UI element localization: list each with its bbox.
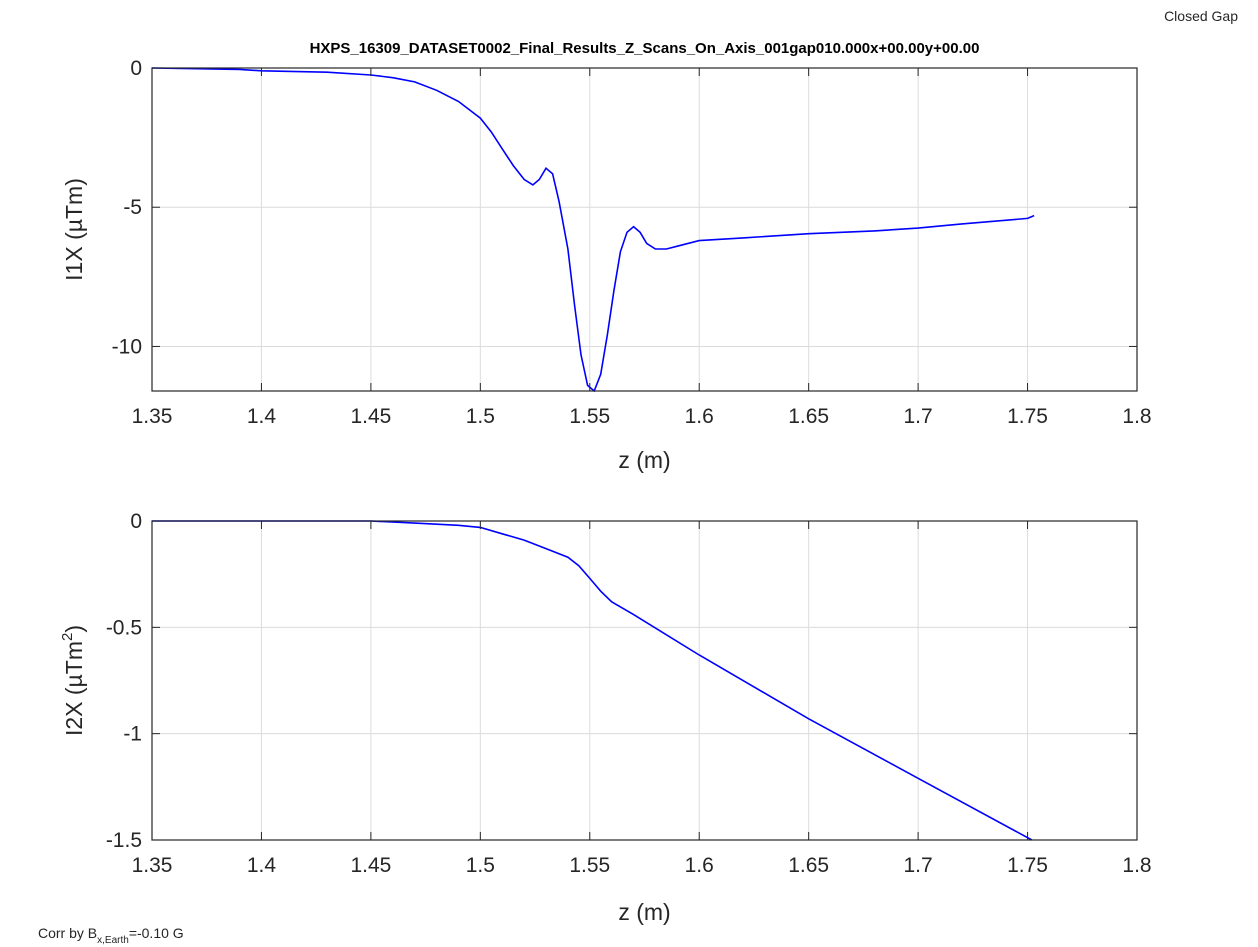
footnote: Corr by Bx,Earth=-0.10 G (38, 925, 184, 946)
y-tick-label: -0.5 (106, 616, 142, 639)
y-tick-label: 0 (130, 57, 142, 80)
x-tick-label: 1.35 (132, 405, 173, 428)
x-tick-label: 1.7 (904, 405, 933, 428)
x-tick-label: 1.8 (1122, 854, 1151, 877)
corner-label: Closed Gap (1164, 8, 1238, 24)
x-tick-label: 1.6 (685, 405, 714, 428)
x-tick-label: 1.4 (247, 405, 277, 428)
x-axis-label: z (m) (618, 899, 670, 925)
x-tick-label: 1.8 (1122, 405, 1151, 428)
plot-area (152, 521, 1137, 840)
x-tick-label: 1.75 (1007, 854, 1048, 877)
x-tick-label: 1.45 (350, 405, 391, 428)
x-tick-label: 1.55 (569, 854, 610, 877)
y-tick-label: -1.5 (106, 829, 142, 852)
footnote-prefix: Corr by B (38, 925, 97, 941)
x-tick-label: 1.5 (466, 405, 495, 428)
x-tick-label: 1.45 (350, 854, 391, 877)
plot-area (152, 68, 1137, 391)
axes-box (151, 520, 1138, 841)
x-tick-label: 1.7 (904, 854, 933, 877)
x-tick-label: 1.75 (1007, 405, 1048, 428)
y-axis-label: I2X (µTm2) (59, 625, 87, 736)
axes-box (151, 67, 1138, 392)
x-tick-label: 1.65 (788, 854, 829, 877)
top-chart: 1.35 1.4 1.45 1.5 1.55 1.6 1.65 1.7 1.75 1.8 0 -5 -1… (61, 40, 1152, 473)
y-tick-label: -5 (123, 196, 142, 219)
footnote-subscript: x,Earth (97, 935, 129, 946)
x-tick-label: 1.5 (466, 854, 495, 877)
series-line (152, 67, 1035, 392)
y-tick-label: -10 (112, 335, 142, 358)
x-axis-label: z (m) (618, 447, 670, 473)
y-axis-label: I1X (µTm) (61, 178, 87, 281)
footnote-suffix: =-0.10 G (129, 925, 184, 941)
x-tick-label: 1.35 (132, 854, 173, 877)
x-tick-label: 1.4 (247, 854, 277, 877)
x-tick-label: 1.65 (788, 405, 829, 428)
y-tick-label: 0 (130, 510, 142, 533)
x-tick-label: 1.6 (685, 854, 714, 877)
x-tick-label: 1.55 (569, 405, 610, 428)
bottom-chart: 1.35 1.4 1.45 1.5 1.55 1.6 1.65 1.7 1.75 1.8 0 -0.5… (59, 510, 1152, 925)
y-tick-label: -1 (123, 723, 142, 746)
chart-title: HXPS_16309_DATASET0002_Final_Results_Z_S… (310, 40, 980, 57)
series-line (152, 520, 1033, 841)
